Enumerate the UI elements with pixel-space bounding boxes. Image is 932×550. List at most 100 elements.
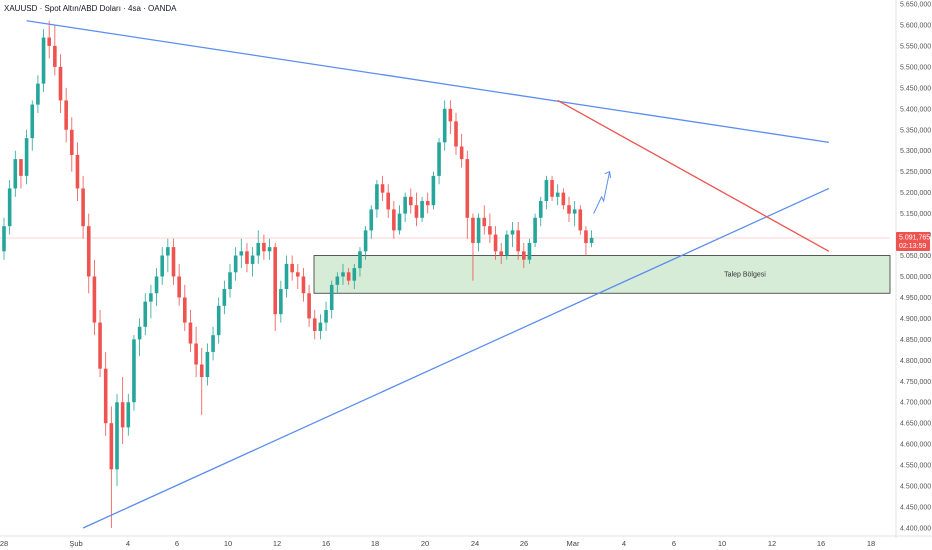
candle xyxy=(572,201,577,227)
price-tick-label: 4.650,000 xyxy=(900,421,931,428)
candle-body xyxy=(380,184,385,193)
candle-body xyxy=(98,322,102,369)
candle xyxy=(499,242,503,264)
candle-body xyxy=(86,226,91,277)
candle xyxy=(471,213,475,281)
candle xyxy=(98,310,102,378)
candle xyxy=(262,234,266,260)
candle-body xyxy=(211,335,215,352)
candle xyxy=(307,284,311,327)
price-tick-label: 5.550,000 xyxy=(900,43,931,50)
candle-body xyxy=(154,276,159,294)
candle xyxy=(143,293,148,336)
time-tick-label: 4 xyxy=(622,539,626,548)
candle-body xyxy=(471,217,475,243)
candle xyxy=(86,213,91,294)
candle-body xyxy=(250,255,255,264)
candle xyxy=(53,24,57,76)
time-axis[interactable]: 28 Şub 4 6 10 12 16 18 20 24 26 Mar 4 6 10 12 16 18 xyxy=(0,535,932,548)
candle-body xyxy=(329,284,334,311)
price-tick-label: 4.600,000 xyxy=(900,442,931,449)
candle-body xyxy=(36,83,40,105)
time-tick-label: 16 xyxy=(817,539,825,548)
price-tick-label: 5.650,000 xyxy=(900,2,931,9)
candle-body xyxy=(177,276,181,298)
time-tick-label: Şub xyxy=(69,539,82,548)
candle xyxy=(58,54,63,113)
price-tick-label: 5.600,000 xyxy=(900,22,931,29)
candle-body xyxy=(216,305,221,336)
candle-body xyxy=(386,192,390,210)
candle-body xyxy=(137,326,142,340)
candle xyxy=(24,129,29,185)
candle-body xyxy=(296,272,300,277)
candle-body xyxy=(53,45,57,67)
candle xyxy=(589,230,594,248)
candle-body xyxy=(64,100,68,130)
candle xyxy=(346,268,351,285)
candle xyxy=(239,238,244,269)
candle-body xyxy=(160,255,164,277)
candle-body xyxy=(307,293,311,319)
candle-body xyxy=(30,104,35,139)
candle xyxy=(527,238,532,264)
price-badge-box xyxy=(896,232,930,252)
price-tick-label: 5.500,000 xyxy=(900,64,931,71)
candle-body xyxy=(544,180,549,202)
time-tick-label: 18 xyxy=(371,539,379,548)
candle xyxy=(177,263,181,306)
candle-body xyxy=(358,251,362,269)
price-tick-label: 5.400,000 xyxy=(900,106,931,113)
candle xyxy=(533,213,537,248)
price-tick-label: 5.450,000 xyxy=(900,85,931,92)
time-tick-label: 6 xyxy=(175,539,179,548)
candle xyxy=(41,29,46,93)
candle xyxy=(228,263,232,298)
time-tick-label: 6 xyxy=(672,539,676,548)
candle-body xyxy=(143,301,148,327)
candle xyxy=(109,406,114,528)
candle-body xyxy=(312,318,317,331)
candle xyxy=(335,272,340,294)
candle xyxy=(510,221,515,248)
candle-body xyxy=(572,209,577,214)
candle-body xyxy=(375,184,379,210)
candle-body xyxy=(409,196,413,206)
price-tick-label: 4.400,000 xyxy=(900,526,931,533)
candle-body xyxy=(454,121,458,147)
candle-body xyxy=(199,364,204,378)
candle-body xyxy=(245,251,249,264)
candle xyxy=(92,259,97,336)
candle xyxy=(482,205,487,235)
time-tick-label: 24 xyxy=(471,539,479,548)
candle xyxy=(166,238,170,273)
price-tick-label: 4.550,000 xyxy=(900,463,931,470)
price-tick-label: 5.000,000 xyxy=(900,274,931,281)
candle xyxy=(341,263,345,285)
price-badge-countdown: 02:13:59 xyxy=(899,243,926,250)
price-axis[interactable]: 5.650,000 5.600,000 5.550,000 5.500,000 5.45… xyxy=(895,0,931,538)
candle-body xyxy=(239,251,244,256)
lower-trendline xyxy=(82,187,830,529)
candle xyxy=(171,238,176,285)
candle xyxy=(211,326,215,361)
candle-body xyxy=(448,108,453,122)
candle xyxy=(516,221,520,260)
candle-body xyxy=(346,272,351,281)
candle-body xyxy=(58,66,63,101)
price-tick-label: 5.200,000 xyxy=(900,190,931,197)
candle-body xyxy=(205,351,210,378)
candle-body xyxy=(538,201,543,218)
candle xyxy=(538,196,543,227)
candle xyxy=(488,213,492,243)
candle xyxy=(273,242,277,331)
candle-body xyxy=(132,339,136,403)
candle-body xyxy=(392,209,396,231)
candle xyxy=(296,263,300,290)
candle xyxy=(414,192,419,227)
candle-body xyxy=(533,217,537,243)
demand-zone-layer: Talep Bölgesi xyxy=(313,255,891,294)
candle xyxy=(284,255,289,298)
